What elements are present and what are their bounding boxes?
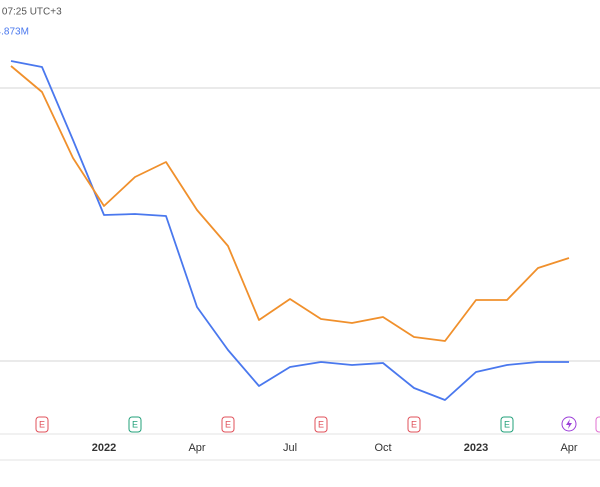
event-icon-cut	[595, 416, 600, 433]
event-label: E	[132, 419, 138, 429]
event-label: E	[318, 419, 324, 429]
event-icon: E	[128, 416, 142, 433]
event-icon: E	[314, 416, 328, 433]
event-icon: E	[407, 416, 421, 433]
event-icon	[561, 416, 577, 432]
series-line	[10, 65, 570, 342]
event-badge	[314, 416, 328, 433]
event-label: E	[225, 419, 231, 429]
event-icon: E	[35, 416, 49, 433]
event-label: E	[411, 419, 417, 429]
event-icon: E	[221, 416, 235, 433]
header-value: 04.873M	[0, 27, 29, 38]
header-time: 23 07:25 UTC+3	[0, 7, 62, 18]
x-tick-label: Apr	[560, 442, 577, 454]
x-tick-label: Oct	[374, 442, 391, 454]
event-badge	[128, 416, 142, 433]
event-label: E	[39, 419, 45, 429]
event-label: E	[504, 419, 510, 429]
event-bolt	[566, 419, 572, 429]
x-tick-label: 2023	[464, 442, 488, 454]
x-tick-label: Jul	[283, 442, 297, 454]
event-icon: E	[500, 416, 514, 433]
series-line	[10, 60, 569, 401]
event-badge	[407, 416, 421, 433]
event-badge	[35, 416, 49, 433]
event-badge	[221, 416, 235, 433]
event-badge	[500, 416, 514, 433]
x-tick-label: Apr	[188, 442, 205, 454]
x-tick-label: 2022	[92, 442, 116, 454]
